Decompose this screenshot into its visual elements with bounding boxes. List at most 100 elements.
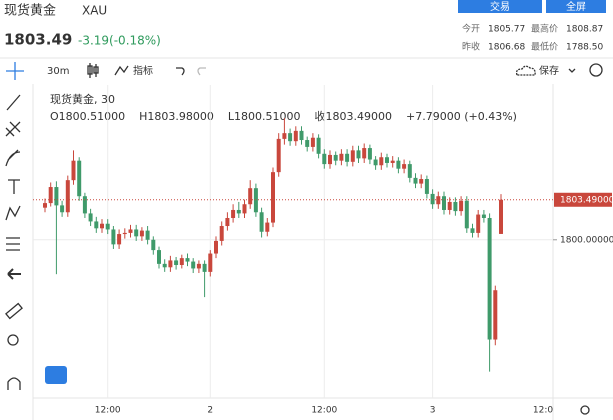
candle-body [487, 217, 492, 340]
candle-body [350, 150, 355, 162]
change: -3.19(-0.18%) [78, 34, 161, 48]
candle-body [265, 222, 270, 232]
save[interactable]: 保存 [539, 64, 559, 77]
magnet-tool[interactable] [7, 377, 21, 390]
symbol: XAU [82, 4, 107, 18]
candle-body [447, 201, 452, 210]
brush-tool[interactable] [5, 149, 21, 167]
price: 1803.49 [4, 31, 72, 49]
candle-body [379, 157, 384, 166]
candle-body [333, 154, 338, 161]
logo[interactable] [45, 366, 67, 384]
candle-body [117, 234, 122, 245]
candle-body [481, 214, 486, 218]
x-tick-label: 12:0 [533, 406, 553, 416]
indicators[interactable]: 指标 [133, 64, 153, 77]
back-tool[interactable] [7, 268, 21, 280]
candle-body [407, 164, 412, 178]
candle-body [111, 229, 116, 245]
sidebar [5, 62, 24, 390]
legend-title: 现货黄金, 30 [50, 92, 115, 106]
candle-body [191, 261, 196, 269]
axis-settings[interactable] [580, 405, 590, 415]
legend-value: O1800.51000 [50, 110, 125, 123]
pattern-tool[interactable] [5, 205, 21, 221]
candle-body [276, 138, 281, 173]
candle-body [231, 209, 236, 218]
cloud-icon[interactable] [515, 65, 536, 76]
save-menu[interactable] [568, 68, 576, 73]
candle-body [259, 212, 264, 232]
legend-value: 收1803.49000 [315, 109, 392, 123]
crosshair-tool[interactable] [6, 62, 24, 80]
candle-body [88, 213, 93, 222]
trade-button[interactable] [458, 0, 542, 13]
candle-body [174, 260, 179, 266]
candle-body [60, 205, 65, 213]
fullscreen-button[interactable] [546, 0, 606, 13]
candle-body [105, 223, 110, 230]
candle-body [54, 187, 59, 206]
fib-tool[interactable] [5, 121, 21, 137]
candle-body [424, 179, 429, 194]
candle-body [94, 221, 99, 229]
last-price-tag [554, 192, 612, 207]
stat-value: 1805.77 [488, 25, 525, 35]
fullscreen-label[interactable]: 全屏 [566, 0, 586, 13]
legend-value: +7.79000 (+0.43%) [406, 110, 517, 123]
x-tick-label: 2 [207, 406, 213, 416]
candle-body [293, 130, 298, 142]
indicator-icon[interactable] [114, 65, 129, 76]
candle-body [139, 230, 144, 237]
candle-body [185, 258, 190, 262]
stat-value: 1808.87 [566, 25, 603, 35]
candle-body [499, 199, 503, 234]
text-tool[interactable] [8, 179, 20, 194]
candle-body [322, 153, 327, 165]
candle-body [288, 133, 293, 142]
candle-body [65, 180, 70, 213]
candle-body [242, 204, 247, 214]
trade-label[interactable]: 交易 [490, 0, 510, 13]
candle-body [453, 201, 458, 212]
candle-body [282, 133, 287, 139]
candle-body [128, 229, 133, 233]
candle-body [385, 157, 389, 163]
candle-body [151, 239, 156, 251]
candle-body [145, 230, 150, 240]
candle-type-icon[interactable] [87, 63, 99, 78]
candle-body [157, 250, 161, 264]
candle-body [459, 200, 464, 212]
stat-value: 1806.68 [488, 43, 525, 53]
interval[interactable]: 30m [47, 66, 69, 77]
measure-tool[interactable] [6, 237, 20, 251]
candle-body [122, 232, 127, 235]
candle-body [345, 153, 350, 162]
candle-body [402, 164, 407, 169]
redo[interactable] [197, 67, 206, 76]
candle-body [316, 137, 321, 154]
candle-body [390, 160, 395, 163]
candle-body [476, 214, 481, 233]
stat-label: 昨收 [462, 41, 480, 53]
candle-body [310, 137, 315, 147]
candle-body [48, 187, 53, 204]
legend-value: L1800.51000 [228, 110, 301, 123]
stat-label: 今开 [462, 23, 480, 35]
candle-body [430, 193, 435, 205]
candle-body [419, 179, 424, 184]
line-tool[interactable] [6, 94, 21, 111]
undo[interactable] [176, 67, 185, 76]
zoom-tool[interactable] [7, 334, 19, 346]
ruler-tool[interactable] [5, 302, 23, 320]
candle-body [470, 228, 475, 233]
candle-body [71, 160, 76, 181]
settings[interactable] [589, 63, 603, 77]
candle-body [82, 196, 87, 214]
candle-body [208, 253, 213, 272]
candle-body [236, 209, 241, 214]
candle-body [168, 260, 173, 268]
candle-body [339, 153, 344, 161]
